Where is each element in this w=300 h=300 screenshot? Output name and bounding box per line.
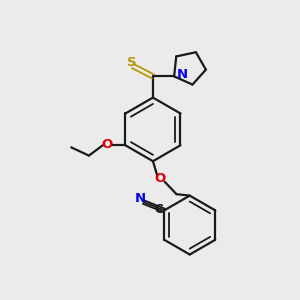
Text: C: C [154, 203, 163, 216]
Text: O: O [101, 138, 113, 151]
Text: O: O [155, 172, 166, 185]
Text: S: S [127, 56, 136, 69]
Text: N: N [176, 68, 188, 80]
Text: N: N [134, 192, 146, 205]
